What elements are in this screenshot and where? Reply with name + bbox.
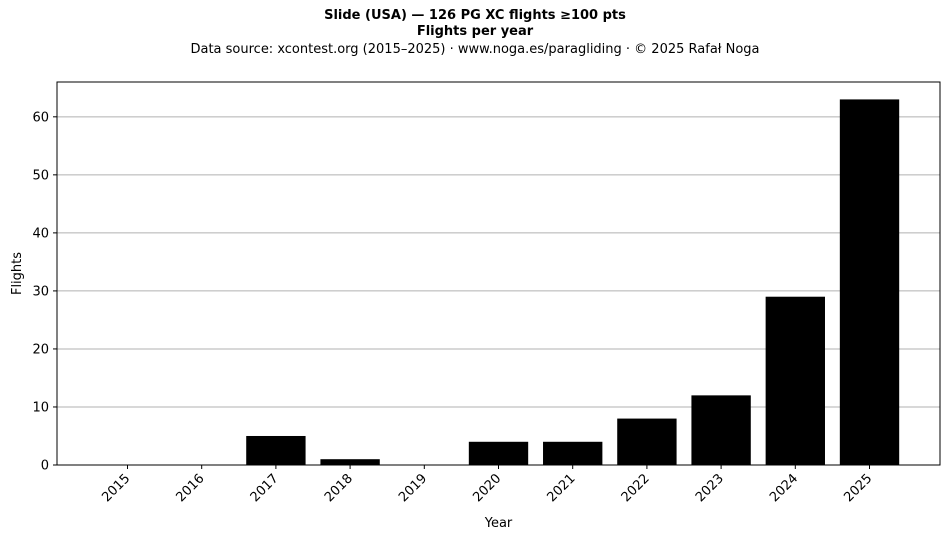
- x-tick-label: 2018: [322, 471, 356, 505]
- bar-2023: [691, 395, 751, 465]
- chart-titles: Slide (USA) — 126 PG XC flights ≥100 pts…: [0, 8, 950, 58]
- x-tick-label: 2015: [99, 471, 133, 505]
- x-tick-label: 2017: [248, 471, 282, 505]
- x-axis-label: Year: [484, 516, 513, 531]
- chart-title: Slide (USA) — 126 PG XC flights ≥100 pts: [324, 8, 626, 23]
- x-tick-label: 2024: [767, 471, 801, 505]
- y-axis-ticks: 0 10 20 30 40 50 60: [32, 110, 57, 474]
- y-tick-label: 0: [41, 459, 49, 474]
- bar-2025: [839, 99, 900, 465]
- y-tick-label: 10: [32, 400, 49, 415]
- x-tick: 2017: [248, 465, 282, 505]
- grid-lines: [57, 116, 940, 408]
- x-tick: 2022: [619, 465, 653, 505]
- y-tick: 10: [32, 400, 57, 415]
- y-tick-label: 20: [32, 342, 49, 357]
- bar-2020: [468, 441, 529, 465]
- bar-2024: [765, 296, 825, 465]
- x-tick-label: 2023: [693, 471, 727, 505]
- x-tick: 2015: [99, 465, 133, 505]
- x-tick-label: 2025: [841, 471, 875, 505]
- x-tick: 2020: [470, 465, 504, 505]
- y-tick: 60: [32, 110, 57, 125]
- x-tick-label: 2019: [396, 471, 430, 505]
- x-tick: 2021: [545, 465, 579, 505]
- x-tick-label: 2022: [619, 471, 653, 505]
- y-tick: 30: [32, 284, 57, 299]
- bars: [246, 99, 900, 465]
- x-axis-ticks: 2015 2016 2017 2018 2019 2020 2021 2022 2023 2024…: [99, 465, 875, 505]
- x-tick: 2023: [693, 465, 727, 505]
- y-tick-label: 30: [32, 284, 49, 299]
- x-tick: 2019: [396, 465, 430, 505]
- x-tick-label: 2021: [545, 471, 579, 505]
- y-tick: 40: [32, 226, 57, 241]
- y-tick-label: 50: [32, 168, 49, 183]
- bar-2017: [246, 435, 306, 465]
- x-tick: 2018: [322, 465, 356, 505]
- bar-2018: [320, 459, 380, 465]
- y-tick-label: 60: [32, 110, 49, 125]
- x-tick-label: 2020: [470, 471, 504, 505]
- x-tick: 2025: [841, 465, 875, 505]
- chart-subtitle: Flights per year: [416, 24, 534, 39]
- y-tick: 0: [41, 459, 57, 474]
- bar-2022: [617, 418, 677, 465]
- y-tick-label: 40: [32, 226, 49, 241]
- y-axis-label: Flights: [10, 252, 25, 295]
- y-tick: 50: [32, 168, 57, 183]
- y-tick: 20: [32, 342, 57, 357]
- x-tick: 2016: [174, 465, 208, 505]
- x-tick: 2024: [767, 465, 801, 505]
- bar-2021: [543, 441, 603, 465]
- data-source-line: Data source: xcontest.org (2015–2025) · …: [190, 42, 760, 57]
- x-tick-label: 2016: [174, 471, 208, 505]
